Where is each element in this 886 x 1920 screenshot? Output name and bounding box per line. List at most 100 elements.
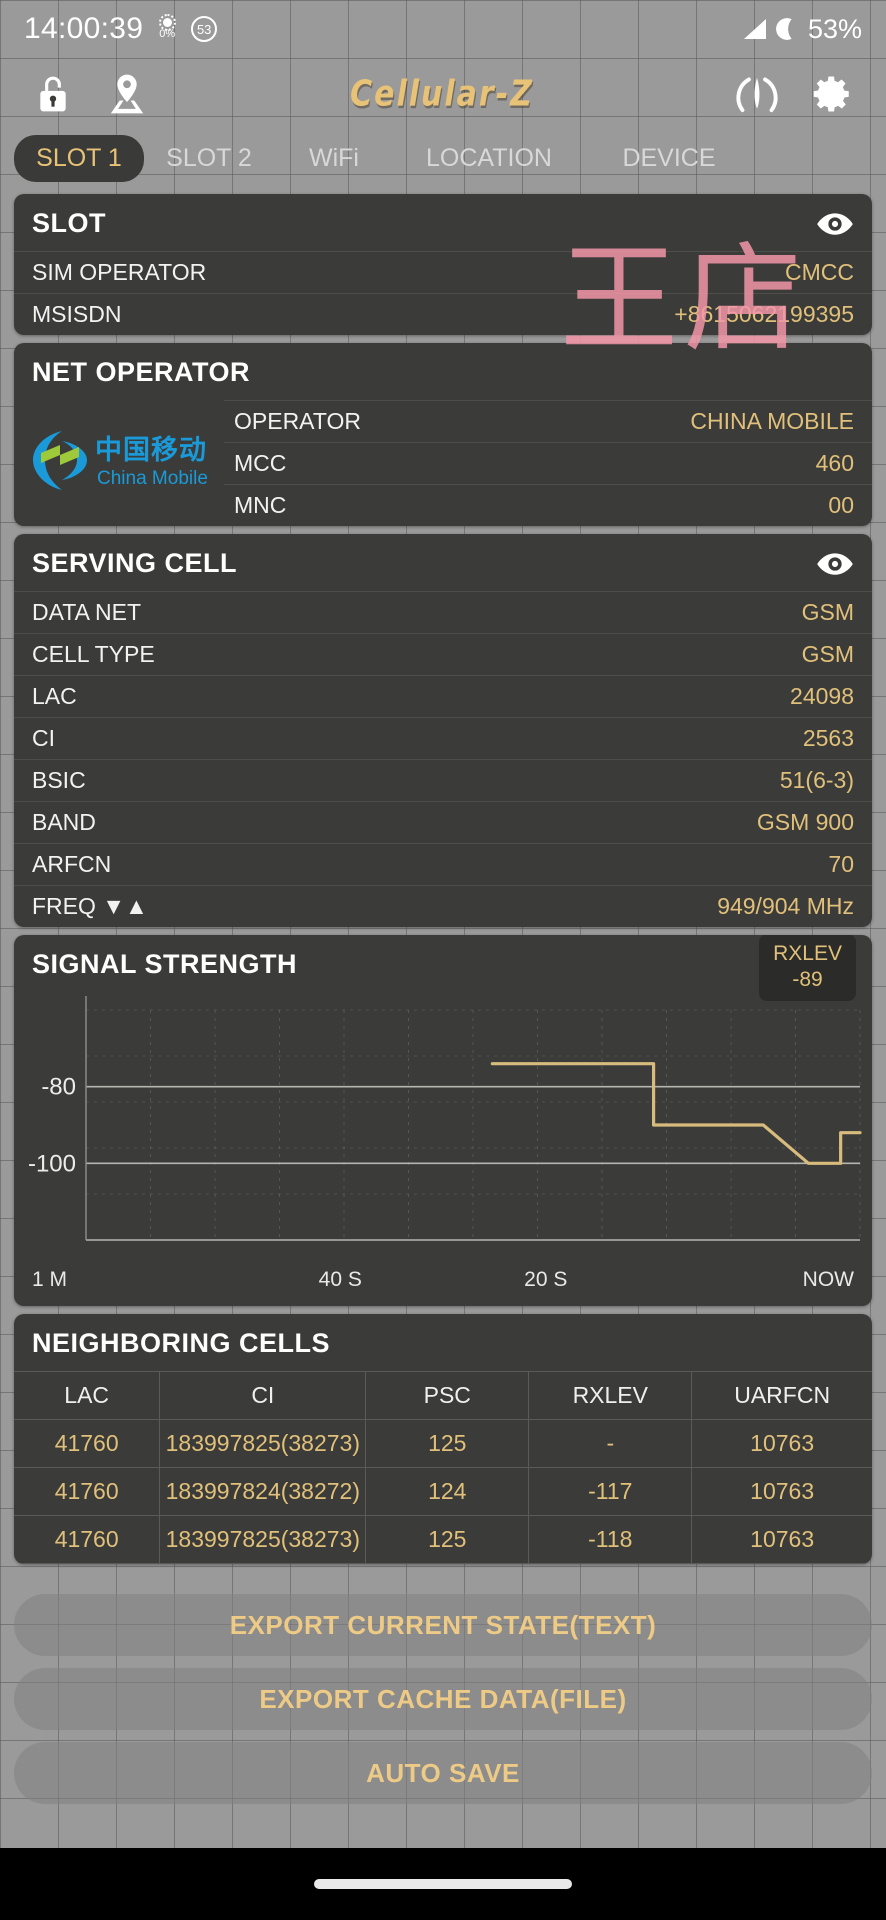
signal-strength-card-title: SIGNAL STRENGTH: [32, 949, 298, 979]
net-operator-card: NET OPERATOR 中国移动 China Mobile OPERATOR …: [14, 343, 872, 526]
row-value: GSM: [801, 599, 854, 625]
table-row[interactable]: 41760 183997825(38273) 125 - 10763: [14, 1419, 872, 1468]
status-bar-right: 53%: [743, 13, 862, 45]
slot-card: SLOT SIM OPERATOR CMCC MSISDN +861506219…: [14, 194, 872, 335]
action-buttons: EXPORT CURRENT STATE(TEXT) EXPORT CACHE …: [0, 1572, 886, 1804]
cell-rxlev: -: [528, 1419, 693, 1468]
battery-saver-icon: 53: [191, 16, 218, 42]
serving-cell-row-bsic: BSIC 51(6-3): [14, 759, 872, 801]
chart-ytick-label: -80: [41, 1074, 76, 1101]
chart-xtick-1: 40 S: [318, 1268, 362, 1291]
serving-cell-card-title: SERVING CELL: [32, 548, 238, 578]
net-operator-body: 中国移动 China Mobile OPERATOR CHINA MOBILE …: [14, 400, 872, 526]
rxlev-badge-value: -89: [792, 968, 823, 992]
row-key: ARFCN: [32, 851, 112, 877]
eye-icon[interactable]: [816, 551, 854, 577]
cell-rxlev: -117: [528, 1467, 693, 1516]
export-current-state-button[interactable]: EXPORT CURRENT STATE(TEXT): [14, 1594, 872, 1656]
row-key: CELL TYPE: [32, 641, 155, 667]
auto-save-button[interactable]: AUTO SAVE: [14, 1742, 872, 1804]
row-key: OPERATOR: [234, 408, 361, 434]
tab-bar[interactable]: SLOT 1 SLOT 2 WiFi LOCATION DEVICE: [0, 130, 886, 186]
tab-wifi[interactable]: WiFi: [309, 143, 359, 172]
location-pin-icon[interactable]: [104, 71, 150, 117]
net-operator-rows: OPERATOR CHINA MOBILE MCC 460 MNC 00: [224, 400, 872, 526]
net-operator-card-header: NET OPERATOR: [14, 343, 872, 400]
gear-icon[interactable]: [810, 71, 856, 117]
chart-svg: -80 -100: [28, 996, 862, 1241]
speedometer-icon[interactable]: [734, 71, 780, 117]
row-value: 51(6-3): [779, 767, 854, 793]
cell-uarfcn: 10763: [691, 1467, 872, 1516]
table-row[interactable]: 41760 183997824(38272) 124 -117 10763: [14, 1467, 872, 1516]
table-row[interactable]: 41760 183997825(38273) 125 -118 10763: [14, 1515, 872, 1564]
status-bar-left: 14:00:39 0% 53: [24, 12, 218, 46]
column-header-lac: LAC: [14, 1371, 161, 1420]
column-header-ci: CI: [159, 1371, 367, 1420]
app-title: Cellular-Z: [350, 73, 534, 115]
lock-icon[interactable]: [30, 71, 76, 117]
row-key: SIM OPERATOR: [32, 259, 207, 285]
home-indicator[interactable]: [314, 1879, 572, 1889]
net-operator-card-title: NET OPERATOR: [32, 357, 251, 387]
app-header: Cellular-Z: [0, 58, 886, 130]
cell-ci: 183997825(38273): [159, 1515, 367, 1564]
serving-cell-row-freq: FREQ ▼▲ 949/904 MHz: [14, 885, 872, 927]
row-value: +8615062199395: [674, 301, 854, 327]
status-bar-clock: 14:00:39: [24, 12, 144, 45]
slot-row-sim-operator: SIM OPERATOR CMCC: [14, 251, 872, 293]
tab-device[interactable]: DEVICE: [622, 143, 716, 172]
system-nav-bar: [0, 1848, 886, 1920]
svg-text:China Mobile: China Mobile: [97, 468, 208, 489]
chart-line-rxlev: [490, 1062, 862, 1165]
row-key: MNC: [234, 492, 287, 518]
serving-cell-row-band: BAND GSM 900: [14, 801, 872, 843]
battery-percent-label: 53%: [807, 13, 862, 44]
table-header-row: LAC CI PSC RXLEV UARFCN: [14, 1371, 872, 1420]
row-value: CMCC: [785, 259, 854, 285]
export-cache-data-button[interactable]: EXPORT CACHE DATA(FILE): [14, 1668, 872, 1730]
row-key: BSIC: [32, 767, 86, 793]
signal-strength-chart: RXLEV -89 -80 -100: [14, 935, 872, 1262]
row-value: 70: [828, 851, 854, 877]
brightness-icon: 0%: [157, 14, 177, 43]
cell-rxlev: -118: [528, 1515, 693, 1564]
row-value: 00: [828, 492, 854, 518]
cell-lac: 41760: [14, 1467, 161, 1516]
column-header-rxlev: RXLEV: [528, 1371, 693, 1420]
column-header-psc: PSC: [365, 1371, 530, 1420]
tab-slot-2[interactable]: SLOT 2: [166, 143, 252, 172]
row-key: LAC: [32, 683, 77, 709]
svg-text:中国移动: 中国移动: [95, 435, 207, 466]
row-value: GSM: [801, 641, 854, 667]
row-key: CI: [32, 725, 55, 751]
slot-card-header: SLOT: [14, 194, 872, 251]
serving-cell-row-arfcn: ARFCN 70: [14, 843, 872, 885]
cell-lac: 41760: [14, 1419, 161, 1468]
signal-strength-card: SIGNAL STRENGTH RXLEV -89 -80 -100 1 M 40…: [14, 935, 872, 1306]
chart-xtick-0: 1 M: [32, 1268, 68, 1291]
tab-location[interactable]: LOCATION: [426, 143, 552, 172]
chart-x-axis: 1 M 40 S 20 S NOW: [14, 1268, 872, 1306]
row-value: 24098: [790, 683, 854, 709]
eye-icon[interactable]: [816, 211, 854, 237]
status-bar: 14:00:39 0% 53 53%: [0, 0, 886, 58]
row-key: MSISDN: [32, 301, 122, 327]
tab-slot-1[interactable]: SLOT 1: [14, 134, 144, 182]
china-mobile-mark-icon: 中国移动 China Mobile: [33, 431, 208, 490]
row-value: 460: [815, 450, 854, 476]
neighboring-cells-table: LAC CI PSC RXLEV UARFCN 41760 183997825(…: [14, 1371, 872, 1564]
net-operator-row-operator: OPERATOR CHINA MOBILE: [224, 400, 872, 442]
cell-ci: 183997825(38273): [159, 1419, 367, 1468]
slot-row-msisdn: MSISDN +8615062199395: [14, 293, 872, 335]
battery-badge-value: 53: [196, 21, 212, 37]
row-key: BAND: [32, 809, 96, 835]
rxlev-badge: RXLEV -89: [759, 935, 856, 1002]
cell-uarfcn: 10763: [691, 1515, 872, 1564]
signal-triangle-icon: [743, 19, 766, 39]
net-operator-row-mcc: MCC 460: [224, 442, 872, 484]
chart-xtick-2: 20 S: [524, 1268, 568, 1291]
signal-strength-card-header: SIGNAL STRENGTH: [14, 935, 872, 992]
do-not-disturb-icon: [775, 18, 798, 40]
